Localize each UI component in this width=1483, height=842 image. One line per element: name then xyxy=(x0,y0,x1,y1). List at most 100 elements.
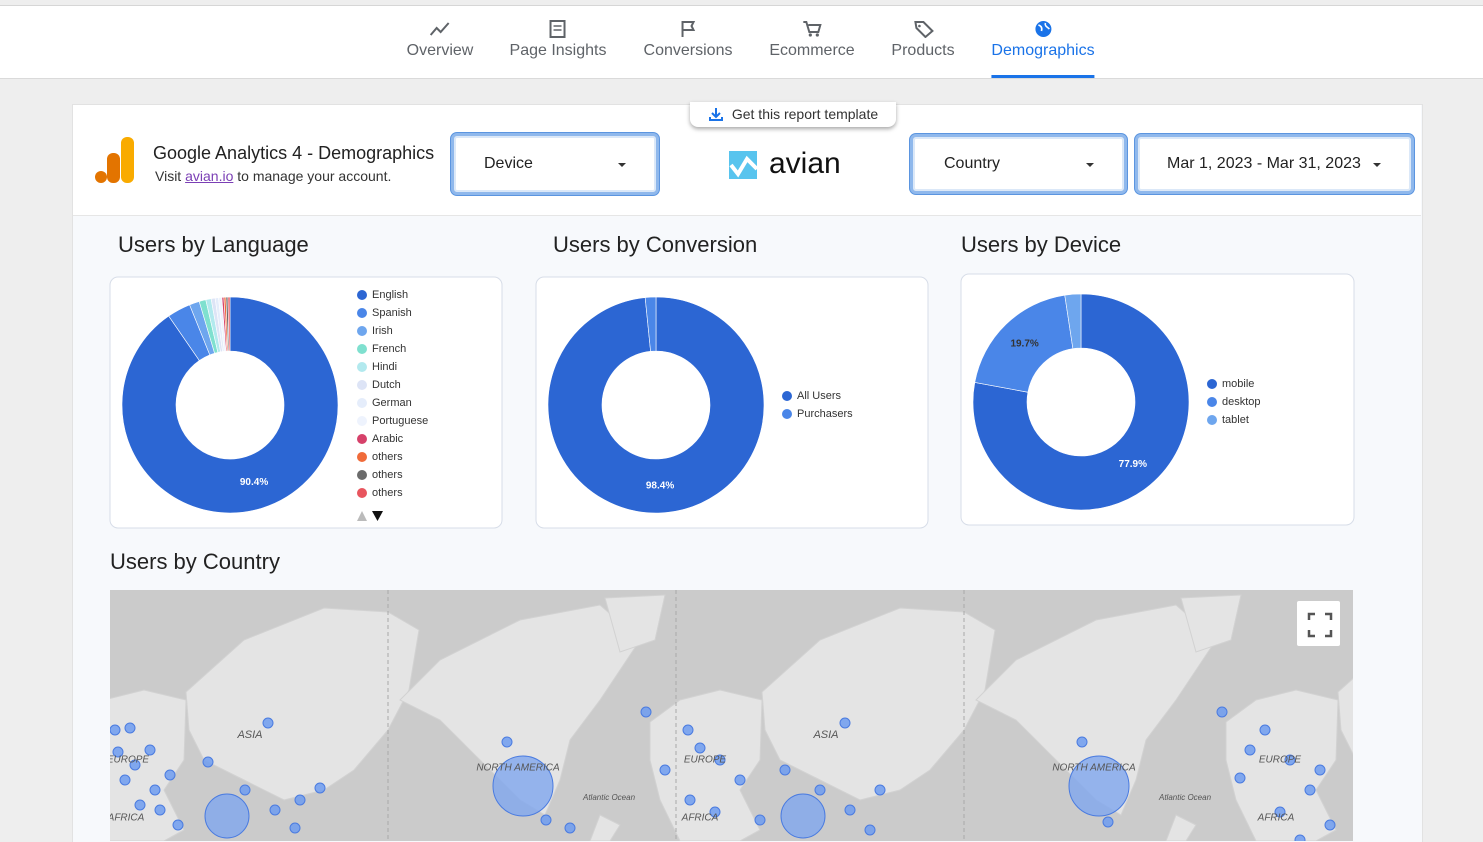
country-dropdown[interactable]: Country xyxy=(910,134,1127,194)
template-button[interactable]: Get this report template xyxy=(690,102,896,127)
tab-label: Products xyxy=(891,42,955,59)
donut-slice xyxy=(121,296,339,514)
map-bubble xyxy=(172,819,184,831)
map-bubble xyxy=(839,717,851,729)
legend-label: others xyxy=(372,469,403,481)
chart-title: Users by Device xyxy=(961,232,1121,257)
nav-tab[interactable]: Page Insights xyxy=(509,6,607,78)
map-label: AFRICA xyxy=(107,813,145,824)
map-bubble xyxy=(1076,736,1088,748)
brand-text: avian xyxy=(769,147,841,180)
chart-title: Users by Conversion xyxy=(553,232,757,257)
donut-slice xyxy=(974,294,1074,393)
map-bubble xyxy=(844,804,856,816)
legend-swatch xyxy=(782,409,792,419)
map-land xyxy=(1180,594,1242,653)
nav-tab[interactable]: Conversions xyxy=(643,6,733,78)
map-bubble xyxy=(154,804,166,816)
map-bubble xyxy=(164,769,176,781)
map-bubble xyxy=(709,806,721,818)
dropdown-label: Mar 1, 2023 - Mar 31, 2023 xyxy=(1167,155,1361,172)
legend-label: desktop xyxy=(1222,396,1261,408)
fullscreen-button[interactable] xyxy=(1297,601,1340,646)
map-bubble xyxy=(779,764,791,776)
tab-label: Page Insights xyxy=(509,42,607,59)
legend-label: Dutch xyxy=(372,379,401,391)
map-bubble xyxy=(1284,754,1296,766)
map-land xyxy=(604,594,666,653)
button-label: Get this report template xyxy=(731,106,879,122)
map-label: Atlantic Ocean xyxy=(582,793,636,802)
map-bubble xyxy=(714,754,726,766)
legend-label: Irish xyxy=(372,325,393,337)
map-label: AFRICA xyxy=(1257,813,1295,824)
legend-label: Hindi xyxy=(372,361,397,373)
nav-tab[interactable]: Demographics xyxy=(991,6,1095,78)
legend-swatch xyxy=(357,398,367,408)
map-bubble xyxy=(202,756,214,768)
tab-label: Demographics xyxy=(991,42,1095,59)
dropdown-label: Device xyxy=(484,155,533,172)
date-dropdown[interactable]: Mar 1, 2023 - Mar 31, 2023 xyxy=(1135,134,1414,194)
map-land xyxy=(1165,814,1197,841)
map-label: EUROPE xyxy=(1259,755,1302,766)
map-bubble xyxy=(640,706,652,718)
map-bubble xyxy=(314,782,326,794)
device-dropdown[interactable]: Device xyxy=(451,133,659,195)
legend-swatch xyxy=(782,391,792,401)
legend-swatch xyxy=(357,326,367,336)
legend-label: tablet xyxy=(1222,414,1249,426)
pager-down xyxy=(372,511,383,521)
map-land xyxy=(29,595,89,652)
map-label: NORTH AMERICA xyxy=(1052,763,1136,774)
legend-label: Arabic xyxy=(372,433,404,445)
map-bubble xyxy=(239,784,251,796)
slice-label: 19.7% xyxy=(1010,338,1038,349)
tab-label: Conversions xyxy=(643,42,733,59)
nav-tab[interactable]: Overview xyxy=(407,6,473,78)
map-land xyxy=(761,607,996,801)
map-bubble xyxy=(501,736,513,748)
legend-label: others xyxy=(372,487,403,499)
legend-swatch xyxy=(1207,379,1217,389)
map-land xyxy=(14,815,44,841)
legend-swatch xyxy=(1207,397,1217,407)
map-land xyxy=(975,604,1217,816)
map-bubble xyxy=(124,722,136,734)
map-bubble xyxy=(564,822,576,834)
map-bubble xyxy=(1216,706,1228,718)
map-bubble xyxy=(492,755,554,817)
legend-swatch xyxy=(357,452,367,462)
legend-swatch xyxy=(357,362,367,372)
map-bubble xyxy=(682,724,694,736)
map-bubble xyxy=(864,824,876,836)
map-bubble xyxy=(780,793,826,839)
map-bubble xyxy=(110,724,121,736)
dropdown-label: Country xyxy=(944,155,1001,172)
legend-label: Portuguese xyxy=(372,415,428,427)
map-bubble xyxy=(289,822,301,834)
map-title: Users by Country xyxy=(110,549,280,574)
nav-tab[interactable]: Ecommerce xyxy=(769,6,855,78)
map-land xyxy=(649,689,763,841)
legend-swatch xyxy=(357,344,367,354)
legend-swatch xyxy=(357,380,367,390)
map-bubble xyxy=(294,794,306,806)
legend-label: English xyxy=(372,289,408,301)
map-bubble xyxy=(149,784,161,796)
link[interactable]: avian.io xyxy=(185,168,234,184)
text: to manage your account. xyxy=(237,168,392,184)
fullscreen-icon xyxy=(1307,612,1333,638)
donut-slice xyxy=(547,296,765,514)
map-bubble xyxy=(112,746,124,758)
legend-swatch xyxy=(357,470,367,480)
map-bubble xyxy=(874,784,886,796)
nav-tab[interactable]: Products xyxy=(891,6,955,78)
map-bubble xyxy=(1304,784,1316,796)
map-bubble xyxy=(204,793,250,839)
map-land xyxy=(1337,677,1353,756)
chart-title: Users by Language xyxy=(118,232,309,257)
tab-label: Ecommerce xyxy=(769,42,855,59)
nav-bar: Overview Page Insights Conversions Ecomm… xyxy=(0,6,1483,79)
